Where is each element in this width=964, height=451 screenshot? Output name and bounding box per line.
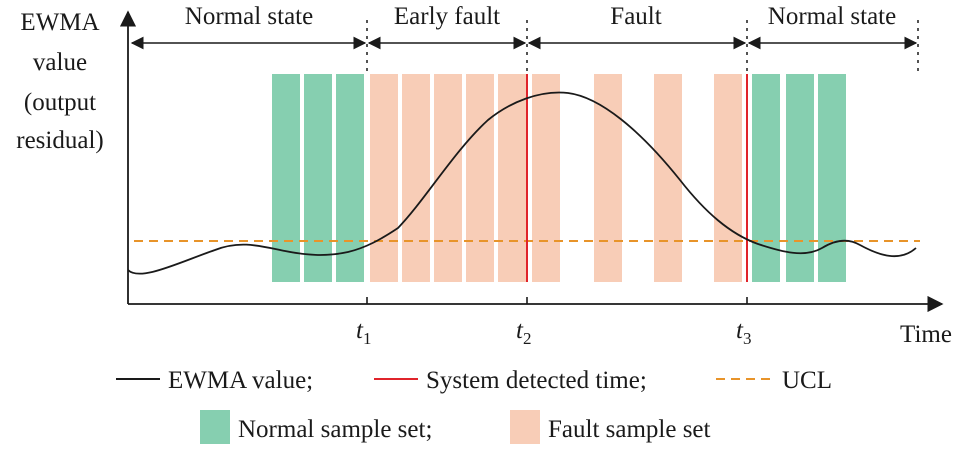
ewma-curve (127, 91, 917, 275)
fault-sample-bar (402, 74, 430, 282)
region-label-normal-1: Normal state (185, 3, 313, 30)
legend-ucl-label: UCL (782, 367, 832, 394)
region-label-fault: Fault (610, 3, 661, 30)
normal-bars-right (752, 74, 846, 282)
time-mark-t1: t1 (356, 317, 371, 348)
legend-row-2: Normal sample set; Fault sample set (200, 410, 711, 444)
fault-sample-bar (466, 74, 494, 282)
region-label-normal-2: Normal state (768, 3, 896, 30)
normal-sample-bar (818, 74, 846, 282)
y-axis-label: EWMA value (output residual) (16, 9, 103, 154)
fault-sample-bar (532, 74, 560, 282)
normal-sample-bar (272, 74, 300, 282)
normal-sample-bar (304, 74, 332, 282)
normal-sample-bar (336, 74, 364, 282)
legend-ewma-label: EWMA value; (168, 367, 313, 394)
fault-bars-early (370, 74, 526, 282)
x-ticks (366, 297, 748, 304)
fault-sample-bar (714, 74, 742, 282)
legend-row-1: EWMA value; System detected time; UCL (116, 367, 832, 394)
x-axis-label: Time (900, 321, 952, 348)
y-label-line-3: (output (24, 89, 96, 116)
legend-fault-label: Fault sample set (548, 416, 711, 443)
time-mark-t3: t3 (736, 317, 751, 348)
normal-sample-bar (752, 74, 780, 282)
y-label-line-4: residual) (16, 127, 103, 154)
region-label-early-fault: Early fault (394, 3, 500, 30)
legend-normal-label: Normal sample set; (238, 416, 432, 443)
legend-normal-swatch (200, 410, 230, 444)
y-label-line-2: value (33, 49, 87, 76)
legend-detected-label: System detected time; (426, 367, 647, 394)
fault-bars-main (532, 74, 742, 282)
fault-sample-bar (370, 74, 398, 282)
legend-fault-swatch (510, 410, 540, 444)
time-mark-t2: t2 (516, 317, 531, 348)
y-label-line-1: EWMA (20, 9, 99, 36)
fault-sample-bar (594, 74, 622, 282)
region-dividers (366, 20, 919, 72)
normal-bars-left (272, 74, 364, 282)
normal-sample-bar (786, 74, 814, 282)
